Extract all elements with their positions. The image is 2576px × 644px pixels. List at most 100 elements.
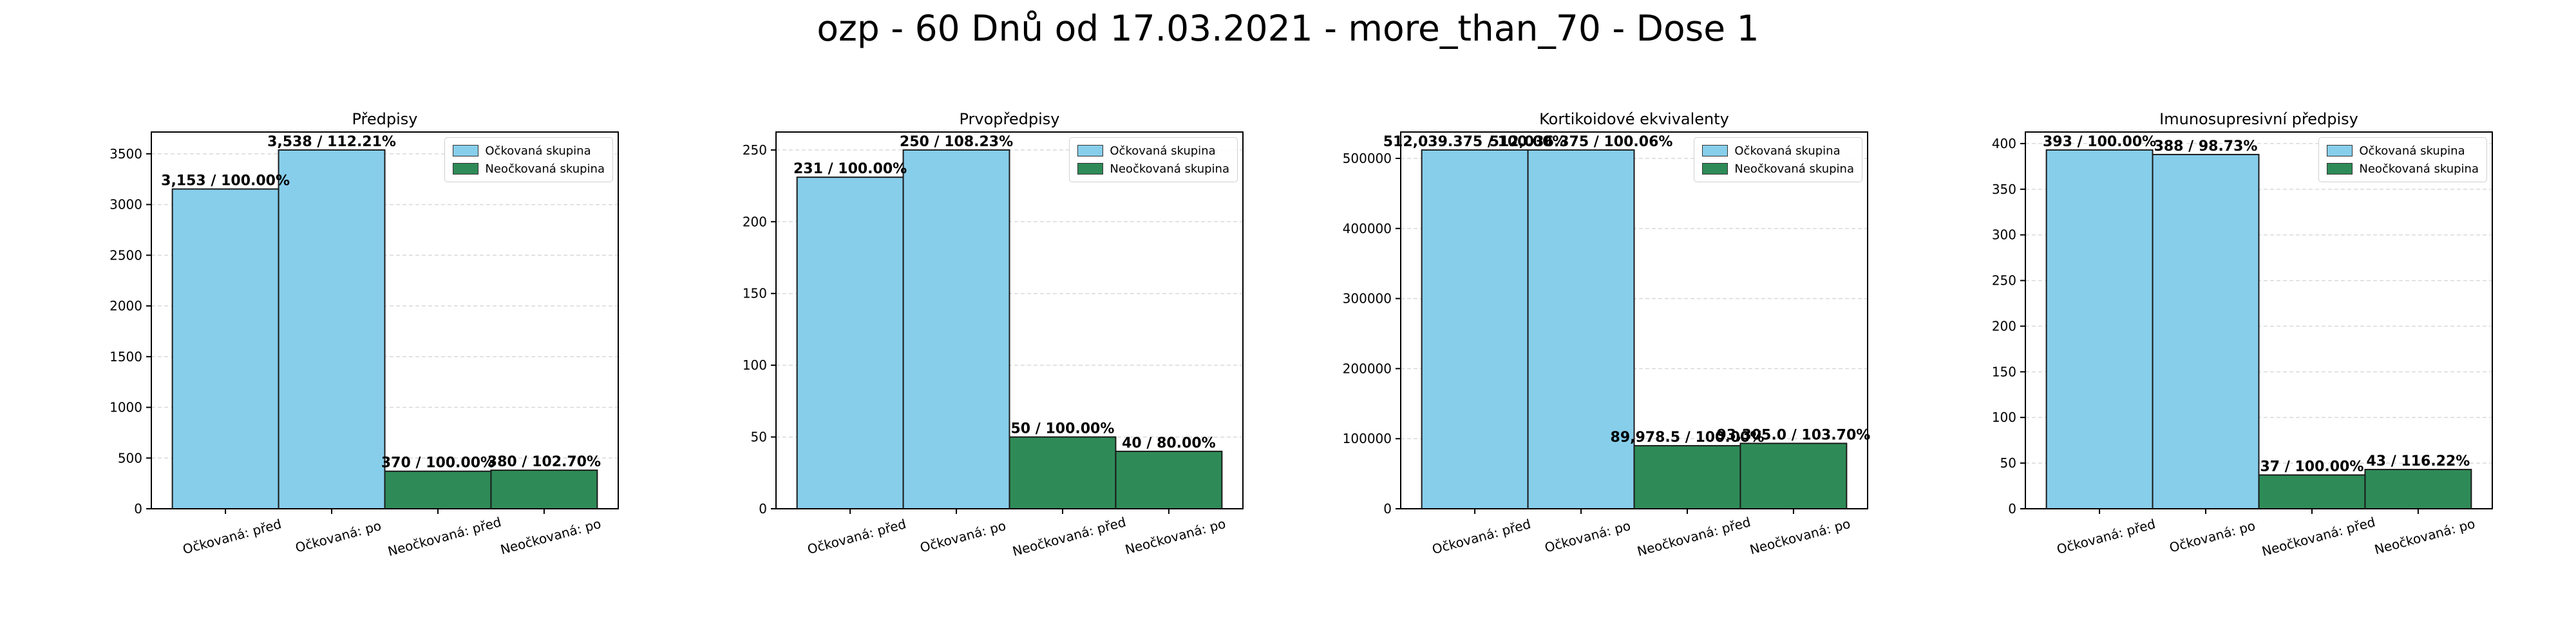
- y-tick-label: 0: [134, 501, 142, 516]
- legend-item-vaccinated: Očkovaná skupina: [2327, 142, 2479, 160]
- legend-label-unvaccinated: Neočkovaná skupina: [1734, 162, 1854, 176]
- legend-item-unvaccinated: Neočkovaná skupina: [2327, 160, 2479, 178]
- legend-item-unvaccinated: Neočkovaná skupina: [1702, 160, 1854, 178]
- y-tick-label: 400000: [1343, 221, 1392, 236]
- legend-swatch-vaccinated: [1702, 145, 1728, 156]
- bar: [1527, 149, 1635, 510]
- y-tick-label: 100000: [1343, 431, 1392, 446]
- y-tick-label: 0: [2008, 501, 2016, 516]
- chart-svg: 0 100000 200000 300000 400000 500000 Očkovaná:…: [1343, 110, 1871, 559]
- bar: [490, 469, 598, 509]
- legend: Očkovaná skupina Neočkovaná skupina: [1694, 137, 1862, 182]
- legend-label-vaccinated: Očkovaná skupina: [1110, 144, 1216, 158]
- x-tick-label: Očkovaná: před: [2055, 516, 2157, 557]
- x-tick-label: Neočkovaná: po: [1123, 516, 1227, 558]
- legend: Očkovaná skupina Neočkovaná skupina: [444, 137, 613, 182]
- bar-value-label: 250 / 108.23%: [900, 134, 1013, 150]
- bar-value-label: 93,305.0 / 103.70%: [1716, 427, 1870, 443]
- bar: [2258, 474, 2366, 509]
- y-tick-label: 400: [1992, 136, 2016, 151]
- bar: [1633, 445, 1741, 509]
- y-tick-label: 250: [743, 142, 767, 158]
- y-tick-label: 200: [743, 214, 767, 229]
- chart-panel-predpisy: 0 500 1000 1500 2000 2500 3000 3500 Očkovaná: př…: [39, 103, 631, 567]
- bar: [2364, 469, 2472, 509]
- bar-value-label: 370 / 100.00%: [381, 455, 495, 471]
- bar: [1421, 149, 1529, 509]
- subplot-title: Kortikoidové ekvivalenty: [1539, 110, 1729, 128]
- y-tick-label: 200000: [1343, 361, 1392, 376]
- y-tick-label: 3500: [109, 146, 142, 162]
- bar: [2045, 149, 2154, 510]
- subplot-title: Imunosupresivní předpisy: [2159, 110, 2358, 128]
- chart-svg: 0 50 100 150 200 250 Očkovaná: před Očkovaná: p…: [743, 110, 1244, 559]
- legend-label-unvaccinated: Neočkovaná skupina: [1110, 162, 1229, 176]
- x-tick-label: Neočkovaná: před: [2260, 514, 2377, 559]
- subplot-title: Prvopředpisy: [960, 110, 1060, 128]
- y-tick-label: 150: [743, 286, 767, 301]
- plot-frame: [151, 131, 619, 509]
- bar-value-label: 43 / 116.22%: [2366, 453, 2470, 469]
- bar-value-label: 50 / 100.00%: [1011, 421, 1115, 437]
- y-tick-label: 300: [1992, 227, 2016, 243]
- legend-swatch-unvaccinated: [453, 163, 479, 175]
- x-tick-label: Neočkovaná: po: [2372, 516, 2476, 558]
- chart-panel-prvopredpisy: 0 50 100 150 200 250 Očkovaná: před Očkovaná: p…: [663, 103, 1256, 567]
- bar-value-label: 3,538 / 112.21%: [267, 134, 396, 150]
- bar: [171, 188, 279, 509]
- legend-label-vaccinated: Očkovaná skupina: [1734, 144, 1841, 158]
- y-tick-label: 300000: [1343, 291, 1392, 307]
- bar-value-label: 512,039.375 / 100.00%: [1383, 134, 1567, 150]
- legend-swatch-unvaccinated: [1077, 163, 1104, 175]
- bar: [384, 470, 492, 509]
- x-tick-label: Neočkovaná: před: [1636, 514, 1752, 559]
- bar: [1009, 436, 1117, 509]
- y-tick-label: 2500: [109, 247, 142, 263]
- y-tick-label: 50: [751, 430, 767, 445]
- y-tick-label: 350: [1992, 182, 2016, 197]
- legend-item-unvaccinated: Neočkovaná skupina: [1077, 160, 1229, 178]
- x-tick-label: Očkovaná: po: [1543, 518, 1632, 556]
- legend-label-vaccinated: Očkovaná skupina: [485, 144, 591, 158]
- y-tick-label: 500: [118, 450, 142, 466]
- y-tick-label: 0: [759, 501, 767, 516]
- y-tick-label: 250: [1992, 273, 2016, 289]
- bar-value-label: 40 / 80.00%: [1122, 435, 1216, 451]
- y-tick-label: 0: [1383, 501, 1392, 516]
- bar-value-label: 512,036.375 / 100.06%: [1490, 134, 1673, 150]
- chart-svg: 0 500 1000 1500 2000 2500 3000 3500 Očkovaná: př…: [109, 110, 619, 559]
- y-tick-label: 50: [2000, 455, 2016, 471]
- chart-svg: 0 50 100 150 200 250 300 350 400 Očkovaná: před Oč…: [1992, 110, 2493, 559]
- bar-value-label: 37 / 100.00%: [2260, 459, 2364, 475]
- x-tick-label: Neočkovaná: před: [386, 514, 503, 559]
- x-tick-label: Očkovaná: před: [181, 516, 283, 557]
- bar: [902, 149, 1010, 510]
- legend-swatch-vaccinated: [2327, 145, 2353, 156]
- bar: [1739, 442, 1848, 510]
- figure-title: ozp - 60 Dnů od 17.03.2021 - more_than_7…: [817, 8, 1759, 49]
- x-tick-label: Očkovaná: po: [294, 518, 383, 556]
- bar-value-label: 380 / 102.70%: [488, 454, 601, 470]
- bar-value-label: 3,153 / 100.00%: [161, 173, 290, 189]
- legend-item-vaccinated: Očkovaná skupina: [453, 142, 605, 160]
- legend-label-vaccinated: Očkovaná skupina: [2359, 144, 2465, 158]
- bar: [1115, 450, 1223, 509]
- legend-swatch-unvaccinated: [1702, 163, 1728, 175]
- legend: Očkovaná skupina Neočkovaná skupina: [2318, 137, 2487, 182]
- legend-item-unvaccinated: Neočkovaná skupina: [453, 160, 605, 178]
- y-tick-label: 100: [743, 357, 767, 373]
- y-tick-label: 3000: [109, 197, 142, 213]
- plot-frame: [2025, 131, 2493, 509]
- x-tick-label: Neočkovaná: před: [1011, 514, 1128, 559]
- x-tick-label: Očkovaná: po: [2168, 518, 2257, 556]
- legend-item-vaccinated: Očkovaná skupina: [1077, 142, 1229, 160]
- x-tick-label: Neočkovaná: po: [1748, 516, 1852, 558]
- y-tick-label: 150: [1992, 364, 2016, 379]
- plot-frame: [775, 131, 1244, 509]
- y-tick-label: 500000: [1343, 151, 1392, 166]
- chart-panel-kortikoidove-ekvivalenty: 0 100000 200000 300000 400000 500000 Očkovaná:…: [1288, 103, 1880, 567]
- x-tick-label: Očkovaná: před: [806, 516, 907, 557]
- y-tick-label: 2000: [109, 298, 142, 314]
- bar-value-label: 393 / 100.00%: [2043, 134, 2156, 150]
- subplot-title: Předpisy: [352, 110, 418, 128]
